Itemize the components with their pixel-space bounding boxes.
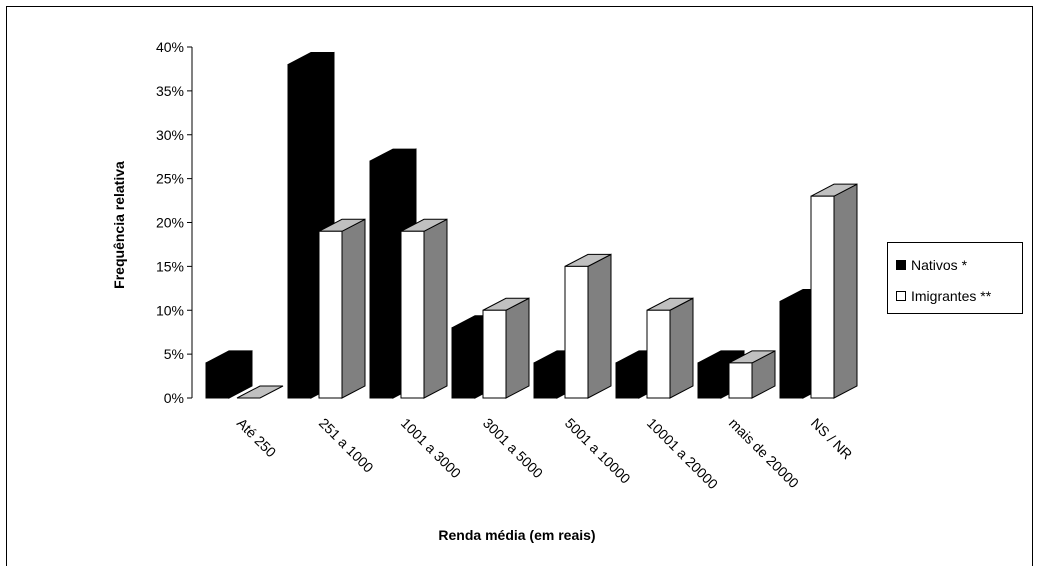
x-tick-label: Até 250 — [234, 415, 280, 461]
y-tick-label: 35% — [156, 83, 184, 99]
y-axis-title: Frequência relativa — [111, 161, 127, 289]
bar-imigrantes — [810, 183, 858, 399]
legend-swatch-imigrantes — [896, 291, 906, 301]
x-axis-title: Renda média (em reais) — [438, 527, 595, 543]
y-tick-label: 40% — [156, 39, 184, 55]
x-tick-label: mais de 20000 — [726, 415, 802, 491]
y-tick-label: 25% — [156, 171, 184, 187]
x-tick-label: 3001 a 5000 — [480, 415, 547, 482]
x-tick-label: 5001 a 10000 — [562, 415, 634, 487]
bar-imigrantes — [482, 297, 530, 399]
legend-item-imigrantes: Imigrantes ** — [896, 287, 991, 305]
bars — [205, 51, 858, 399]
x-axis-labels: Até 250 251 a 1000 1001 a 3000 3001 a 5000 5… — [234, 415, 856, 493]
bar-nativos — [205, 350, 253, 399]
legend-item-nativos: Nativos * — [896, 256, 967, 274]
x-tick-label: NS / NR — [808, 415, 856, 463]
y-tick-label: 15% — [156, 258, 184, 274]
y-tick-label: 0% — [164, 390, 184, 406]
y-tick-label: 10% — [156, 302, 184, 318]
legend: Nativos * Imigrantes ** — [887, 242, 1023, 314]
x-tick-label: 10001 a 20000 — [644, 415, 722, 493]
bar-imigrantes — [564, 253, 612, 399]
legend-label-nativos: Nativos * — [911, 257, 968, 273]
bar-imigrantes — [400, 218, 448, 399]
bar-imigrantes — [728, 350, 776, 399]
y-axis: 0% 5% 10% 15% 20% 25% 30% 35% 40% — [156, 39, 193, 406]
y-tick-label: 5% — [164, 346, 184, 362]
chart-frame — [6, 6, 1033, 566]
y-tick-label: 30% — [156, 127, 184, 143]
x-tick-label: 1001 a 3000 — [398, 415, 465, 482]
y-tick-label: 20% — [156, 215, 184, 231]
bar-imigrantes — [318, 218, 366, 399]
x-tick-label: 251 a 1000 — [316, 415, 377, 476]
bar-imigrantes — [236, 385, 284, 399]
legend-swatch-nativos — [896, 260, 906, 270]
legend-label-imigrantes: Imigrantes ** — [911, 288, 992, 304]
bar-imigrantes — [646, 297, 694, 399]
